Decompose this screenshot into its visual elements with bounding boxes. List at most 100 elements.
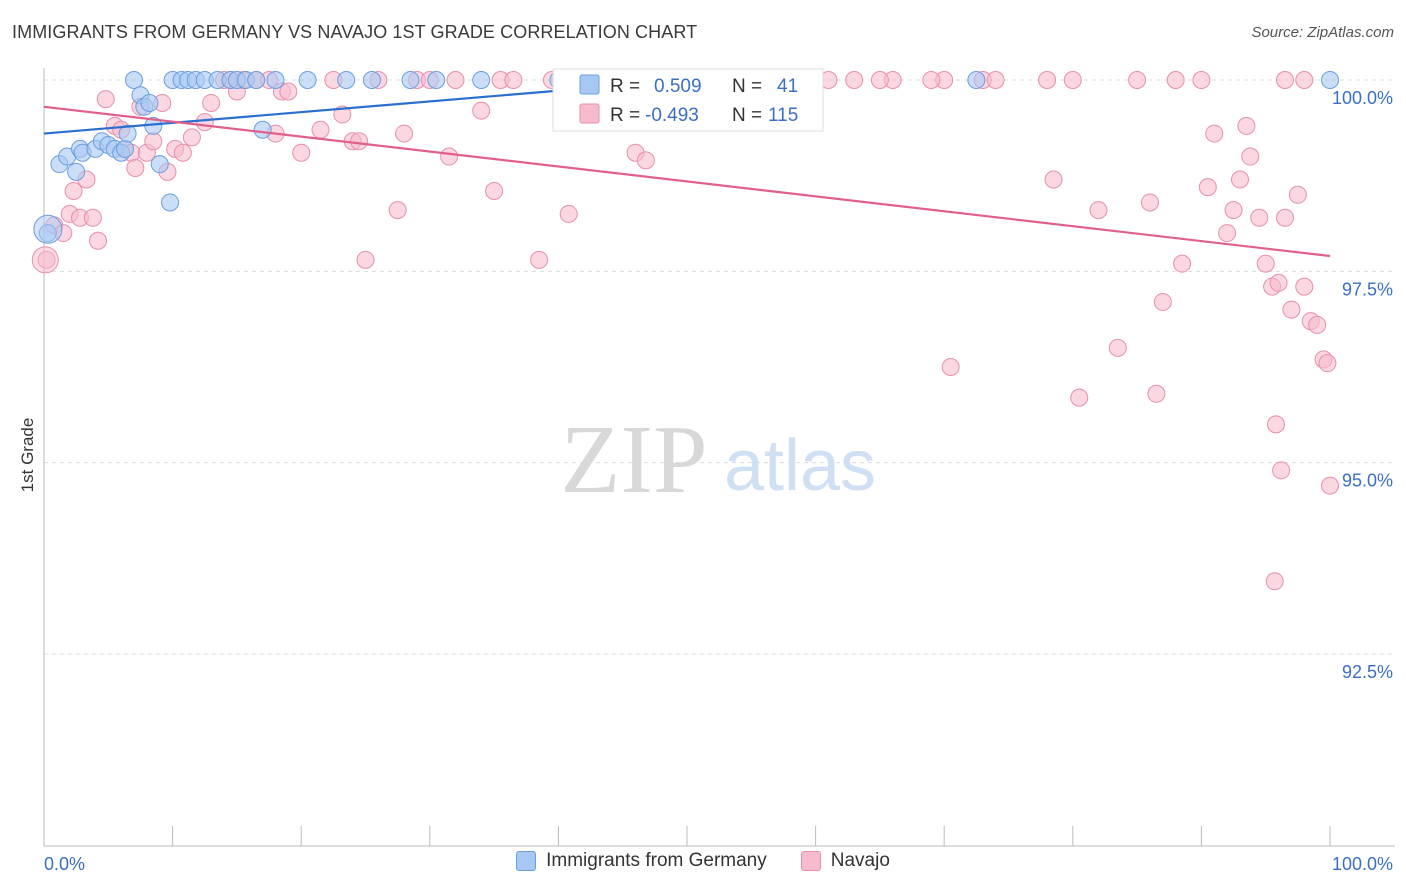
y-tick-label-3: 100.0% — [1332, 88, 1393, 108]
germany-point-13[interactable] — [125, 71, 144, 89]
navajo-point-52[interactable] — [530, 250, 549, 269]
navajo-point-111[interactable] — [1044, 170, 1063, 189]
navajo-point-98[interactable] — [1288, 185, 1307, 204]
germany-point-11[interactable] — [116, 139, 135, 158]
navajo-point-95[interactable] — [1269, 273, 1288, 292]
germany-point-39[interactable] — [967, 71, 986, 89]
navajo-point-76[interactable] — [1166, 71, 1185, 89]
navajo-point-92[interactable] — [1250, 208, 1269, 227]
navajo-point-22[interactable] — [182, 128, 201, 147]
germany-point-35[interactable] — [401, 71, 420, 89]
navajo-point-97[interactable] — [1282, 300, 1301, 319]
navajo-point-88[interactable] — [1224, 201, 1243, 220]
germany-point-large[interactable] — [33, 214, 63, 244]
germany-point-36[interactable] — [427, 71, 446, 89]
stats-swatch-pink — [579, 103, 600, 124]
germany-point-16[interactable] — [140, 93, 159, 112]
navajo-point-82[interactable] — [986, 71, 1005, 89]
navajo-point-40[interactable] — [356, 250, 375, 269]
navajo-point-91[interactable] — [1241, 147, 1260, 166]
y-tick-labels: 92.5% 95.0% 97.5% 100.0% — [1332, 88, 1393, 682]
navajo-point-42[interactable] — [388, 201, 407, 220]
navajo-point-86[interactable] — [1198, 178, 1217, 197]
navajo-point-85[interactable] — [1173, 254, 1192, 273]
navajo-point-89[interactable] — [1230, 170, 1249, 189]
germany-point-18[interactable] — [150, 155, 169, 174]
navajo-point-104[interactable] — [1321, 476, 1339, 495]
navajo-point-17[interactable] — [144, 132, 163, 151]
navajo-point-8[interactable] — [89, 231, 108, 250]
navajo-point-14[interactable] — [126, 159, 145, 178]
navajo-point-78[interactable] — [1275, 71, 1294, 89]
germany-point-29[interactable] — [247, 71, 266, 89]
legend-item-navajo[interactable]: Navajo — [800, 850, 890, 872]
navajo-point-107[interactable] — [1265, 572, 1284, 591]
germany-point-40[interactable] — [1321, 71, 1339, 89]
legend-item-germany[interactable]: Immigrants from Germany — [516, 850, 767, 872]
navajo-point-83[interactable] — [1089, 201, 1108, 220]
germany-point-31[interactable] — [266, 71, 285, 89]
navajo-point-114[interactable] — [1218, 224, 1237, 243]
navajo-point-79[interactable] — [1295, 71, 1314, 89]
germany-point-12[interactable] — [118, 124, 137, 143]
navajo-point-103[interactable] — [1318, 354, 1337, 373]
navajo-point-48[interactable] — [472, 101, 491, 120]
navajo-point-96[interactable] — [1275, 208, 1294, 227]
navajo-point-55[interactable] — [559, 204, 578, 223]
navajo-point-7[interactable] — [83, 208, 102, 227]
navajo-point-109[interactable] — [1070, 388, 1089, 407]
navajo-point-4[interactable] — [64, 181, 83, 200]
navajo-point-106[interactable] — [1266, 415, 1285, 434]
navajo-point-39[interactable] — [350, 132, 369, 151]
navajo-point-75[interactable] — [1128, 71, 1147, 89]
germany-point-37[interactable] — [472, 71, 491, 89]
navajo-point-81[interactable] — [922, 71, 941, 89]
navajo-point-35[interactable] — [311, 120, 330, 139]
navajo-point-105[interactable] — [1272, 461, 1291, 480]
navajo-point-113[interactable] — [1153, 292, 1172, 311]
navajo-point-69[interactable] — [845, 71, 864, 89]
navajo-point-74[interactable] — [1063, 71, 1082, 89]
navajo-point-46[interactable] — [440, 147, 459, 166]
germany-point-34[interactable] — [362, 71, 381, 89]
navajo-point-73[interactable] — [1038, 71, 1057, 89]
navajo-point-90[interactable] — [1237, 116, 1256, 135]
germany-point-32[interactable] — [298, 71, 317, 89]
navajo-point-43[interactable] — [395, 124, 414, 143]
navajo-point-93[interactable] — [1256, 254, 1275, 273]
navajo-point-37[interactable] — [333, 105, 352, 124]
chart-title: IMMIGRANTS FROM GERMANY VS NAVAJO 1ST GR… — [12, 22, 698, 42]
navajo-point-112[interactable] — [1108, 338, 1127, 357]
navajo-point-51[interactable] — [504, 71, 523, 89]
navajo-point-24[interactable] — [202, 93, 221, 112]
navajo-point-9[interactable] — [96, 90, 115, 109]
germany-point-33[interactable] — [337, 71, 356, 89]
navajo-point-23[interactable] — [195, 113, 214, 132]
navajo-point-49[interactable] — [485, 181, 504, 200]
germany-point-30[interactable] — [253, 120, 272, 139]
navajo-point-47[interactable] — [446, 71, 465, 89]
navajo-point-108[interactable] — [1147, 384, 1166, 403]
stats-r-label-2: R = — [610, 105, 640, 126]
navajo-point-110[interactable] — [941, 358, 960, 376]
navajo-point-large[interactable] — [31, 246, 59, 274]
navajo-point-34[interactable] — [292, 143, 311, 162]
germany-points — [33, 71, 1339, 244]
germany-point-19[interactable] — [161, 193, 180, 212]
navajo-point-21[interactable] — [173, 143, 192, 162]
navajo-point-60[interactable] — [636, 151, 655, 170]
navajo-point-87[interactable] — [1205, 124, 1224, 143]
navajo-point-80[interactable] — [870, 71, 889, 89]
y-tick-label-2: 97.5% — [1342, 279, 1393, 299]
x-tick-label-max: 100.0% — [1332, 854, 1393, 874]
stats-r-label-1: R = — [610, 76, 640, 97]
y-tick-label-0: 92.5% — [1342, 662, 1393, 682]
navajo-point-77[interactable] — [1192, 71, 1211, 89]
navajo-point-33[interactable] — [279, 82, 298, 101]
stats-swatch-blue — [579, 74, 600, 95]
navajo-point-99[interactable] — [1295, 277, 1314, 296]
germany-point-3[interactable] — [67, 162, 86, 181]
navajo-point-84[interactable] — [1140, 193, 1159, 212]
navajo-point-101[interactable] — [1308, 315, 1327, 334]
